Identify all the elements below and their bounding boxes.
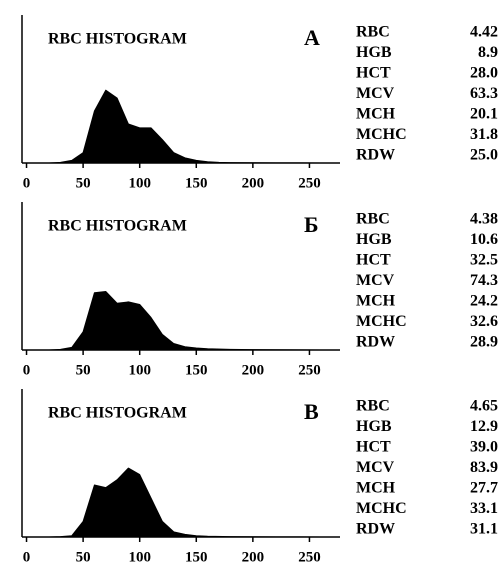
stat-value: 27.7 xyxy=(470,480,498,497)
stat-name: RBC xyxy=(356,24,390,41)
stat-value: 31.1 xyxy=(470,521,498,538)
stat-name: MCV xyxy=(356,85,395,102)
stat-value: 8.9 xyxy=(478,44,498,61)
stat-value: 4.38 xyxy=(470,211,498,228)
stat-value: 24.2 xyxy=(470,293,498,310)
histogram-area xyxy=(48,291,333,351)
stat-name: MCH xyxy=(356,480,396,497)
stat-value: 63.3 xyxy=(470,85,498,102)
x-tick-label: 50 xyxy=(76,549,91,565)
x-tick-label: 250 xyxy=(298,175,321,191)
x-tick-label: 0 xyxy=(23,362,31,378)
stat-value: 12.9 xyxy=(470,418,498,435)
panel-label: А xyxy=(304,25,320,50)
stat-name: HCT xyxy=(356,65,391,82)
stat-name: MCH xyxy=(356,106,396,123)
panel-title: RBC HISTOGRAM xyxy=(48,31,187,48)
stat-name: RDW xyxy=(356,334,395,351)
x-tick-label: 50 xyxy=(76,175,91,191)
x-tick-label: 150 xyxy=(185,175,208,191)
x-tick-label: 100 xyxy=(128,362,151,378)
stat-value: 4.65 xyxy=(470,398,498,415)
stat-value: 20.1 xyxy=(470,106,498,123)
stat-name: RDW xyxy=(356,147,395,164)
panel-label: Б xyxy=(304,212,319,237)
panel-label: В xyxy=(304,399,319,424)
stat-value: 28.9 xyxy=(470,334,498,351)
histogram-area xyxy=(48,89,333,164)
x-tick-label: 200 xyxy=(242,362,265,378)
histogram-area xyxy=(48,467,333,538)
stat-name: MCH xyxy=(356,293,396,310)
stat-name: MCHC xyxy=(356,313,407,330)
stat-name: HGB xyxy=(356,231,392,248)
panel-title: RBC HISTOGRAM xyxy=(48,218,187,235)
stat-value: 74.3 xyxy=(470,272,498,289)
x-tick-label: 0 xyxy=(23,549,31,565)
stat-name: RBC xyxy=(356,211,390,228)
stat-value: 28.0 xyxy=(470,65,498,82)
x-tick-label: 150 xyxy=(185,362,208,378)
stat-name: HCT xyxy=(356,439,391,456)
stat-value: 25.0 xyxy=(470,147,498,164)
stat-name: MCV xyxy=(356,272,395,289)
x-tick-label: 250 xyxy=(298,549,321,565)
stat-name: MCV xyxy=(356,459,395,476)
x-tick-label: 50 xyxy=(76,362,91,378)
x-tick-label: 100 xyxy=(128,549,151,565)
stat-value: 39.0 xyxy=(470,439,498,456)
stat-value: 32.6 xyxy=(470,313,498,330)
stat-value: 33.1 xyxy=(470,500,498,517)
stat-value: 4.42 xyxy=(470,24,498,41)
stat-value: 31.8 xyxy=(470,126,498,143)
stat-name: RDW xyxy=(356,521,395,538)
x-tick-label: 0 xyxy=(23,175,31,191)
x-tick-label: 200 xyxy=(242,175,265,191)
stat-name: MCHC xyxy=(356,500,407,517)
x-tick-label: 250 xyxy=(298,362,321,378)
x-tick-label: 100 xyxy=(128,175,151,191)
panel-title: RBC HISTOGRAM xyxy=(48,405,187,422)
x-tick-label: 150 xyxy=(185,549,208,565)
stat-name: HGB xyxy=(356,418,392,435)
stat-name: RBC xyxy=(356,398,390,415)
stat-value: 32.5 xyxy=(470,252,498,269)
stat-name: MCHC xyxy=(356,126,407,143)
stat-value: 10.6 xyxy=(470,231,498,248)
stat-name: HGB xyxy=(356,44,392,61)
x-tick-label: 200 xyxy=(242,549,265,565)
stat-value: 83.9 xyxy=(470,459,498,476)
stat-name: HCT xyxy=(356,252,391,269)
